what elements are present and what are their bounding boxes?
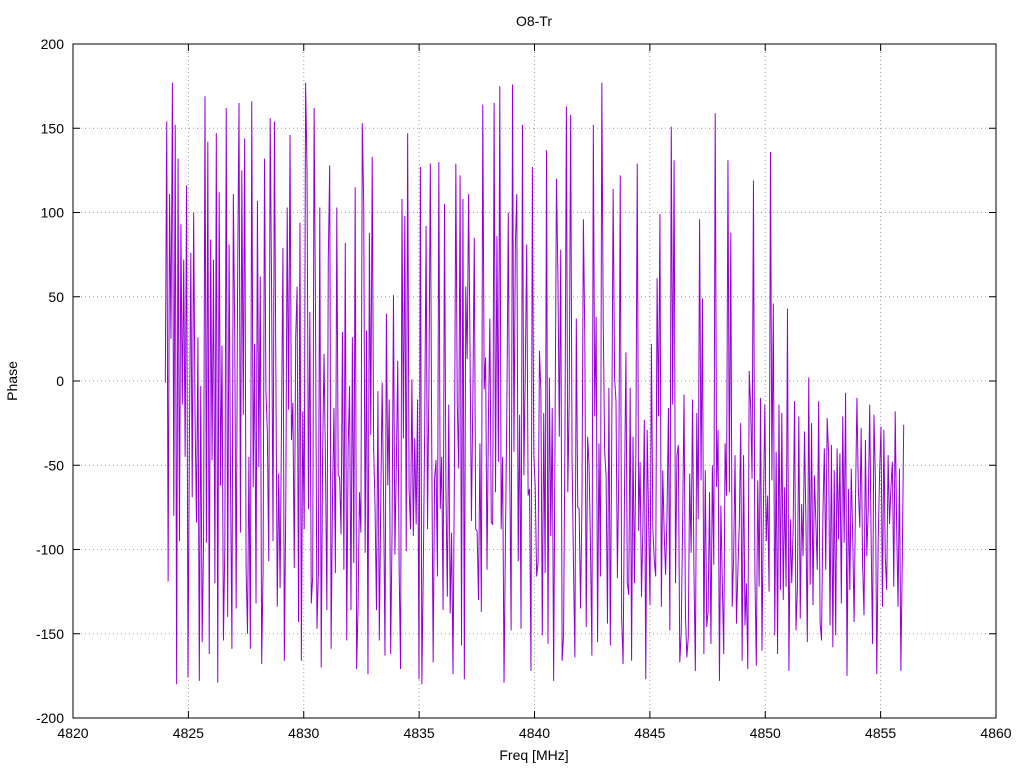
series-line-0 bbox=[164, 82, 905, 685]
y-axis-title: Phase bbox=[4, 361, 20, 401]
x-tick-label: 4845 bbox=[634, 725, 665, 741]
y-tick-label: 50 bbox=[48, 289, 64, 305]
x-tick-label: 4840 bbox=[519, 725, 550, 741]
y-tick-label: -150 bbox=[36, 626, 64, 642]
y-tick-label: -200 bbox=[36, 710, 64, 726]
chart-title: O8-Tr bbox=[516, 13, 552, 29]
x-tick-label: 4830 bbox=[288, 725, 319, 741]
axis-ticks: 4820 4825 4830 4835 4840 4845 4850 4855 4860 -200… bbox=[36, 36, 1012, 741]
y-tick-label: -100 bbox=[36, 542, 64, 558]
x-tick-label: 4850 bbox=[750, 725, 781, 741]
y-tick-label: -50 bbox=[44, 457, 64, 473]
x-tick-label: 4825 bbox=[173, 725, 204, 741]
x-axis-title: Freq [MHz] bbox=[499, 747, 568, 763]
y-tick-label: 0 bbox=[56, 373, 64, 389]
y-tick-label: 100 bbox=[41, 205, 65, 221]
x-tick-label: 4855 bbox=[865, 725, 896, 741]
y-tick-label: 150 bbox=[41, 120, 65, 136]
x-tick-label: 4835 bbox=[404, 725, 435, 741]
grid-lines bbox=[73, 44, 996, 718]
plot-area bbox=[164, 82, 905, 685]
y-tick-label: 200 bbox=[41, 36, 65, 52]
x-tick-label: 4820 bbox=[57, 725, 88, 741]
x-tick-label: 4860 bbox=[980, 725, 1011, 741]
